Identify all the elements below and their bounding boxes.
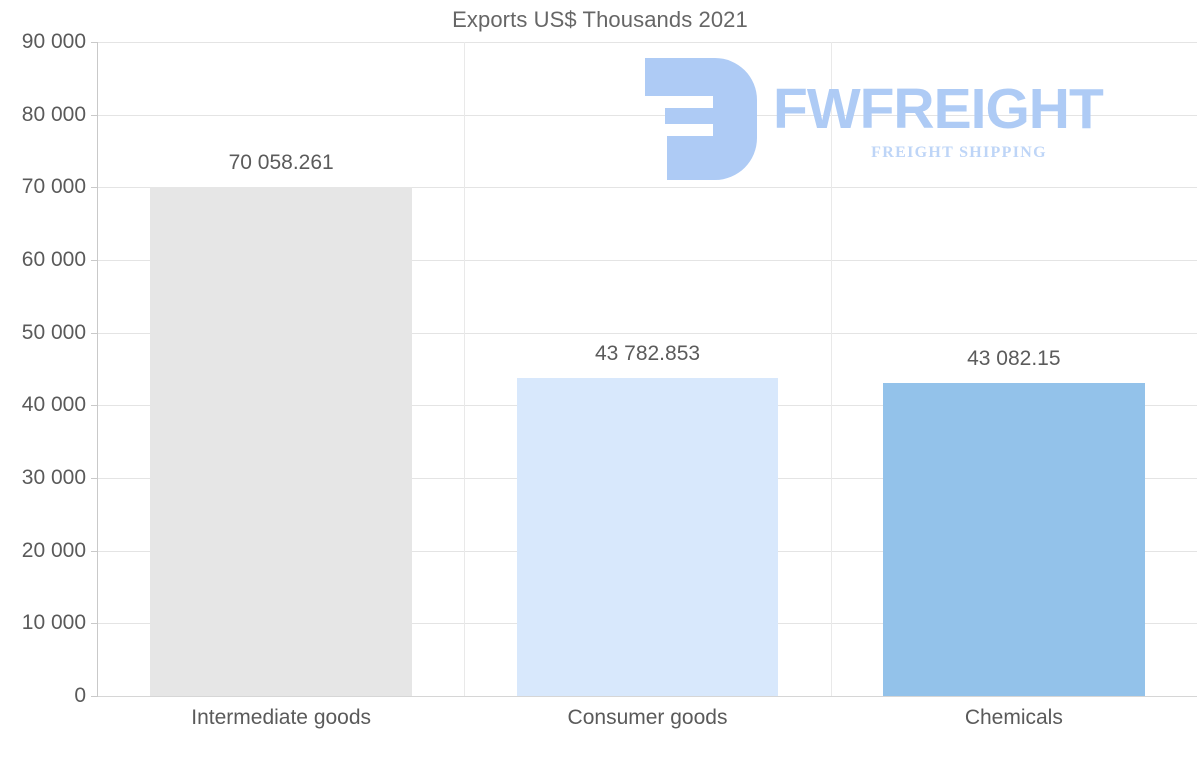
y-axis-tick-label: 90 000 bbox=[21, 30, 86, 53]
gridline-vertical bbox=[464, 42, 465, 696]
gridline-horizontal bbox=[98, 260, 1197, 261]
y-axis-tick-label: 40 000 bbox=[21, 393, 86, 417]
y-axis-tick-mark bbox=[91, 332, 98, 334]
y-axis-tick-label: 70 000 bbox=[21, 175, 86, 199]
gridline-horizontal bbox=[98, 187, 1197, 189]
y-axis-tick-mark bbox=[91, 550, 98, 552]
gridline-horizontal bbox=[98, 114, 1197, 116]
bar-value-label: 70 058.261 bbox=[228, 150, 334, 174]
x-axis-category-label: Intermediate goods bbox=[191, 706, 372, 729]
y-axis-line bbox=[97, 42, 98, 696]
chart-title: Exports US$ Thousands 2021 bbox=[452, 7, 748, 32]
y-axis-tick-mark bbox=[91, 260, 98, 261]
gridline-horizontal bbox=[98, 696, 1197, 697]
bar[interactable] bbox=[882, 382, 1145, 696]
bar-value-label: 43 082.15 bbox=[967, 346, 1061, 370]
bar[interactable] bbox=[150, 186, 413, 696]
y-axis-tick-mark bbox=[91, 696, 98, 697]
bar[interactable] bbox=[516, 377, 779, 696]
gridline-vertical bbox=[831, 42, 832, 696]
y-axis-tick-mark bbox=[91, 187, 98, 189]
gridline-horizontal bbox=[98, 332, 1197, 334]
gridline-horizontal bbox=[98, 42, 1197, 43]
y-axis-tick-label: 20 000 bbox=[21, 538, 86, 562]
bar-value-label: 43 782.853 bbox=[594, 341, 701, 365]
y-axis-tick-mark bbox=[91, 478, 98, 479]
y-axis-tick-mark bbox=[91, 405, 98, 407]
y-axis-tick-label: 60 000 bbox=[21, 248, 86, 271]
y-axis-tick-mark bbox=[91, 42, 98, 43]
y-axis-tick-label: 80 000 bbox=[21, 102, 86, 126]
y-axis-tick-mark bbox=[91, 114, 98, 116]
y-axis-tick-label: 50 000 bbox=[21, 320, 86, 344]
y-axis-tick-mark bbox=[91, 623, 98, 625]
y-axis-tick-label: 0 bbox=[74, 684, 86, 707]
plot-area bbox=[98, 42, 1197, 697]
y-axis-tick-label: 10 000 bbox=[21, 611, 86, 635]
y-axis-tick-label: 30 000 bbox=[21, 466, 86, 489]
x-axis-category-label: Consumer goods bbox=[567, 706, 728, 729]
x-axis-category-label: Chemicals bbox=[964, 706, 1063, 729]
